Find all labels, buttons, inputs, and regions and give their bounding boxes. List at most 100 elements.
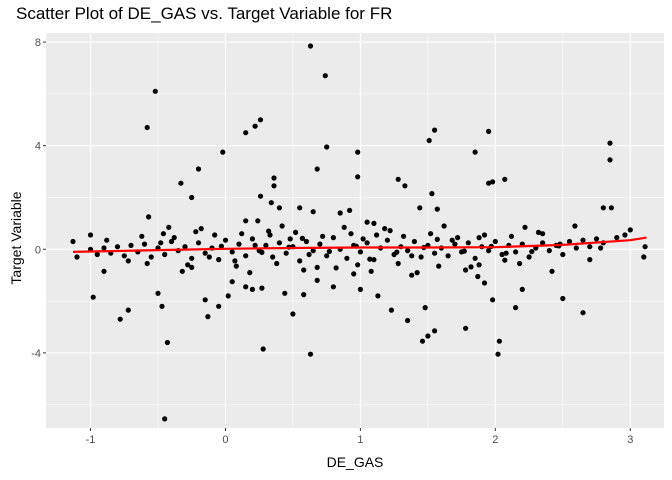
data-point [580,310,586,316]
data-point [472,255,478,261]
data-point [257,117,264,123]
data-point [472,149,478,155]
data-point [428,231,434,237]
data-point [627,227,633,233]
data-point [529,249,535,255]
data-point [371,220,377,226]
data-point [70,238,76,245]
data-point [216,303,222,309]
data-point [432,127,438,133]
data-point [189,255,195,261]
data-point [540,240,546,246]
data-point [546,248,552,254]
data-point [549,268,555,274]
data-point [598,245,604,251]
data-point [144,260,150,267]
data-point [502,257,508,263]
y-tick-label: 8 [35,37,41,49]
data-point [535,229,542,235]
data-point [236,241,242,247]
data-point [496,338,502,344]
data-point [465,240,471,246]
data-point [517,260,523,267]
data-point [301,267,307,273]
data-point [341,224,347,230]
data-point [90,294,96,300]
data-point [171,235,177,241]
data-point [566,238,573,245]
data-point [333,265,339,271]
data-point [263,242,269,248]
data-point [417,205,423,211]
data-point [141,241,148,247]
data-point [614,235,620,241]
data-point [307,351,314,357]
data-point [409,253,415,259]
data-point [409,272,415,278]
data-point [357,286,363,292]
data-point [243,284,249,290]
data-point [274,260,280,267]
data-point [159,303,165,309]
data-point [324,144,330,150]
x-axis-label: DE_GAS [326,454,384,470]
data-point [259,249,265,255]
data-point [232,258,238,264]
data-point [418,254,424,260]
data-point [233,263,239,269]
data-point [364,240,370,246]
data-point [74,254,80,260]
data-point [519,286,525,292]
data-point [158,240,164,246]
data-point [87,232,94,238]
data-point [490,297,496,303]
data-point [306,251,312,258]
data-point [178,180,184,186]
data-point [461,248,467,254]
y-tick-label: 4 [35,141,41,153]
data-point [202,297,208,303]
data-point [216,257,222,263]
data-point [422,305,428,311]
data-point [475,273,481,280]
data-point [243,218,249,224]
data-point [152,88,158,94]
data-point [182,244,188,250]
data-point [441,223,447,229]
data-point [371,257,377,263]
data-point [326,248,332,254]
data-point [429,191,435,197]
data-point [310,209,316,215]
data-point [360,236,366,242]
data-point [394,249,400,255]
data-point [405,248,411,254]
data-point [405,317,411,324]
data-point [330,284,336,290]
data-point [148,254,154,260]
x-tick-label: -1 [86,434,96,446]
data-point [608,205,615,211]
data-point [271,183,277,189]
data-point [144,124,150,131]
data-point [486,128,492,134]
data-point [252,242,258,248]
data-point [239,231,245,237]
data-point [155,290,161,296]
data-point [463,325,469,331]
data-point [271,175,277,181]
data-point [164,339,170,346]
y-tick-label: 0 [35,244,41,256]
data-point [162,251,168,258]
data-point [255,218,261,224]
data-point [247,270,253,276]
data-point [314,166,320,172]
data-point [347,207,353,213]
data-point [622,232,628,238]
x-tick-label: 2 [492,434,498,446]
data-point [259,285,265,291]
data-point [249,236,255,242]
data-point [502,176,508,182]
data-point [314,264,320,270]
data-point [125,258,131,264]
grid-lines [46,33,664,428]
